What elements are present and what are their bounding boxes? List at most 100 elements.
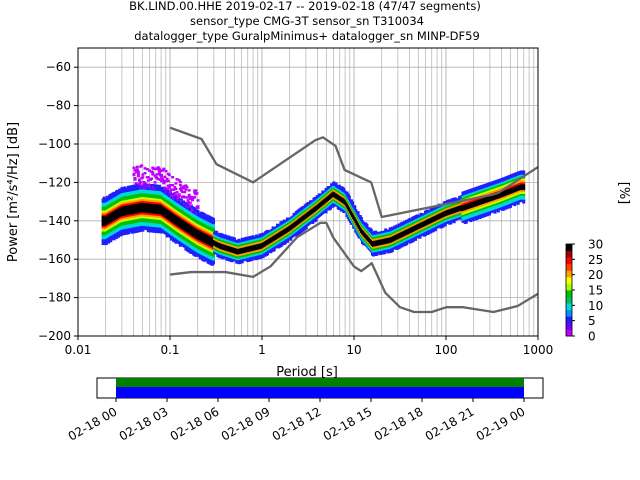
heatmap-cell — [157, 184, 161, 188]
heatmap-cell — [109, 239, 113, 243]
heatmap-cell — [170, 188, 174, 191]
heatmap-cell — [166, 179, 170, 183]
heatmap-cell — [135, 165, 139, 169]
heatmap-cell — [178, 187, 182, 191]
heatmap-cell — [220, 233, 224, 237]
heatmap-cell — [150, 230, 154, 233]
heatmap-cell — [251, 235, 255, 238]
heatmap-cell — [221, 256, 225, 260]
heatmap-cell — [349, 199, 353, 202]
heatmap-cell — [423, 233, 427, 237]
heatmap-cell — [211, 254, 215, 257]
heatmap-cell — [178, 180, 182, 184]
heatmap-cell — [282, 219, 286, 222]
heatmap-cell — [361, 220, 365, 223]
heatmap-cell — [314, 219, 318, 222]
heatmap-cell — [134, 182, 138, 186]
heatmap-cell — [152, 167, 156, 171]
heatmap-cell — [248, 259, 252, 262]
heatmap-cell — [368, 227, 372, 230]
heatmap-cell — [182, 200, 186, 203]
heatmap-cell — [143, 181, 147, 185]
heatmap-cell — [187, 195, 191, 198]
heatmap-cell — [179, 186, 183, 189]
heatmap-cell — [142, 183, 146, 186]
heatmap-cell — [156, 177, 160, 181]
heatmap-cell — [174, 195, 178, 198]
heatmap-cell — [178, 183, 182, 187]
heatmap-cell — [272, 248, 276, 252]
heatmap-cell — [196, 205, 200, 208]
heatmap-cell — [167, 173, 171, 177]
heatmap-cell — [157, 172, 161, 175]
heatmap-cell — [362, 221, 366, 225]
heatmap-cell — [143, 167, 147, 170]
heatmap-cell — [255, 234, 259, 237]
heatmap-cell — [211, 227, 215, 230]
heatmap-cell — [211, 223, 215, 227]
heatmap-cell — [141, 176, 145, 179]
heatmap-cell — [157, 167, 161, 170]
heatmap-cell — [157, 230, 161, 234]
heatmap-cell — [102, 196, 106, 199]
heatmap-cell — [104, 242, 108, 245]
heatmap-cell — [365, 223, 369, 227]
heatmap-cell — [416, 214, 420, 217]
heatmap-cell — [211, 221, 215, 225]
heatmap-cell — [211, 219, 215, 223]
heatmap-cell — [172, 194, 176, 197]
heatmap-cell — [269, 250, 273, 254]
heatmap-cell — [374, 230, 378, 233]
heatmap-cell — [189, 195, 193, 199]
heatmap-cell — [203, 259, 207, 262]
heatmap-cell — [182, 185, 186, 188]
heatmap-cell — [238, 261, 242, 264]
heatmap-cell — [203, 213, 207, 216]
heatmap-cell — [261, 255, 265, 259]
heatmap-cell — [135, 230, 139, 233]
heatmap-cell — [419, 212, 423, 216]
heatmap-cell — [347, 195, 351, 198]
heatmap-cell — [112, 237, 116, 241]
heatmap-cell — [227, 235, 231, 239]
heatmap-cell — [356, 211, 360, 214]
heatmap-cell — [138, 182, 142, 186]
heatmap-cell — [402, 220, 406, 224]
heatmap-cell — [174, 182, 178, 185]
heatmap-cell — [153, 174, 157, 177]
heatmap-cell — [211, 225, 215, 228]
heatmap-cell — [240, 260, 244, 264]
heatmap-cell — [184, 184, 188, 187]
heatmap-cell — [185, 185, 189, 189]
heatmap-cell — [123, 186, 127, 189]
heatmap-cell — [356, 213, 360, 216]
heatmap-cell — [156, 166, 160, 169]
heatmap-cell — [117, 235, 121, 238]
heatmap-cell — [140, 164, 144, 167]
heatmap-cell — [161, 178, 165, 181]
heatmap-cell — [224, 234, 228, 238]
heatmap-cell — [163, 175, 167, 179]
heatmap-cell — [118, 188, 122, 191]
chart-title: BK.LIND.00.HHE 2019-02-17 -- 2019-02-18 … — [129, 0, 481, 43]
heatmap-cell — [184, 188, 188, 191]
heatmap-cell — [395, 224, 399, 227]
heatmap-cell — [384, 228, 388, 231]
heatmap-cell — [126, 231, 130, 235]
heatmap-cell — [332, 181, 336, 184]
heatmap-cell — [128, 185, 132, 189]
heatmap-cell — [141, 173, 145, 176]
heatmap-cell — [196, 209, 200, 213]
heatmap-cell — [132, 166, 136, 170]
heatmap-cell — [158, 169, 162, 173]
heatmap-cell — [139, 181, 143, 184]
heatmap-cell — [266, 229, 270, 233]
heatmap-cell — [337, 184, 341, 188]
heatmap-cell — [120, 233, 124, 236]
heatmap-cell — [186, 201, 190, 204]
heatmap-cell — [211, 260, 215, 263]
heatmap-cell — [369, 228, 373, 232]
heatmap-cell — [283, 241, 287, 245]
heatmap-cell — [211, 258, 215, 261]
heatmap-cell — [143, 171, 147, 175]
